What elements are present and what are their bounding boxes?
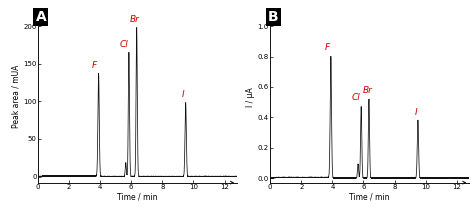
Text: Cl: Cl xyxy=(352,93,361,102)
Text: I: I xyxy=(414,108,417,117)
X-axis label: Time / min: Time / min xyxy=(349,192,390,201)
Text: Br: Br xyxy=(130,15,140,24)
Text: Cl: Cl xyxy=(120,40,128,49)
Y-axis label: Peak area / mUA: Peak area / mUA xyxy=(12,65,21,128)
Text: F: F xyxy=(92,61,97,70)
Y-axis label: I / μA: I / μA xyxy=(246,87,255,107)
X-axis label: Time / min: Time / min xyxy=(117,192,158,201)
Text: B: B xyxy=(268,10,278,24)
Text: I: I xyxy=(182,90,185,99)
Text: Br: Br xyxy=(363,86,372,95)
Text: F: F xyxy=(325,43,330,52)
Text: A: A xyxy=(36,10,46,24)
